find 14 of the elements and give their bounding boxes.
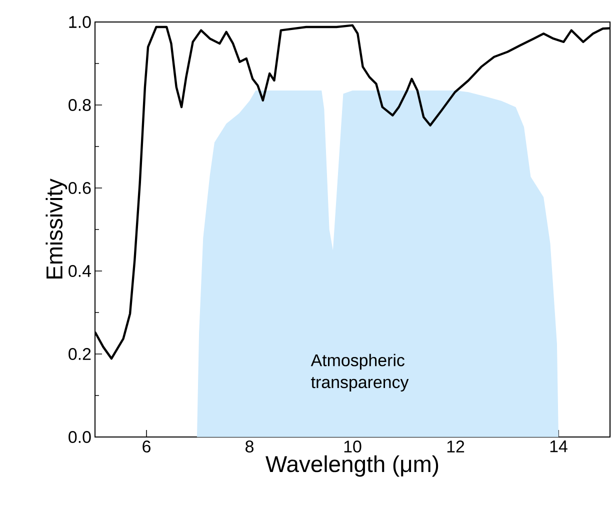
x-tick-label: 8	[246, 440, 254, 453]
x-tick-label: 10	[344, 440, 362, 453]
y-tick-label: 0.4	[68, 265, 91, 277]
x-tick-label: 12	[447, 440, 464, 452]
annotation: Atmospheric transparency	[310, 354, 409, 392]
y-tick-label: 0.6	[68, 182, 91, 194]
x-axis-title: Wavelength (μm)	[266, 455, 438, 477]
y-tick-label: 0.2	[68, 348, 91, 360]
x-tick-label: 14	[550, 440, 568, 452]
y-tick-label: 0.0	[68, 431, 91, 443]
y-axis-title: Emissivity	[46, 178, 68, 279]
x-tick-label: 6	[142, 440, 150, 453]
y-tick-label: 0.8	[68, 99, 91, 111]
y-tick-label: 1.0	[69, 16, 91, 28]
